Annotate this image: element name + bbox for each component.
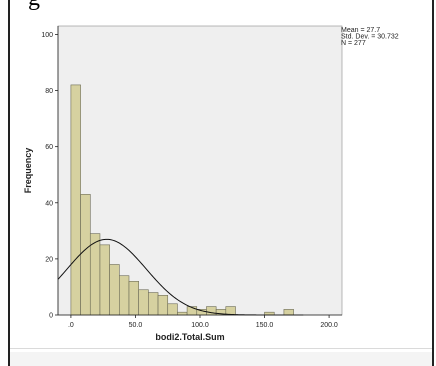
- x-tick-label: 100.0: [191, 322, 209, 329]
- histogram-bar: [128, 281, 139, 316]
- histogram-bar: [119, 275, 130, 316]
- histogram-bar: [283, 309, 294, 316]
- histogram-bar: [157, 295, 169, 316]
- chart-frame: .0 50.0 100.0 150.0 200.0 0 20 40 60 80 100 bodi2.T…: [10, 16, 432, 349]
- histogram-bar: [167, 303, 178, 316]
- histogram-bar: [138, 289, 149, 316]
- histogram-bar: [70, 84, 81, 316]
- y-tick-label: 60: [45, 144, 53, 151]
- y-tick-label: 100: [41, 32, 53, 39]
- histogram-bar: [148, 292, 159, 316]
- x-tick-label: 50.0: [129, 322, 143, 329]
- x-tick-label: 200.0: [320, 322, 338, 329]
- x-tick-label: 150.0: [256, 322, 274, 329]
- x-axis-title: bodi2.Total.Sum: [155, 332, 224, 342]
- histogram-bar: [177, 311, 188, 316]
- histogram-bar: [80, 194, 91, 316]
- left-border-line: [8, 0, 10, 366]
- y-axis-title: Frequency: [23, 148, 33, 194]
- page-top-text-fragment: g: [28, 0, 40, 12]
- x-tick-label: .0: [68, 322, 74, 329]
- y-tick-label: 0: [49, 313, 53, 320]
- histogram-chart: .0 50.0 100.0 150.0 200.0 0 20 40 60 80 100 bodi2.T…: [23, 25, 399, 342]
- bottom-strip: [10, 352, 432, 366]
- histogram-bar: [109, 264, 120, 316]
- histogram-bar: [89, 233, 101, 316]
- histogram-bar: [225, 306, 236, 316]
- y-tick-label: 40: [45, 200, 53, 207]
- stats-line: Mean = 27.7: [341, 27, 380, 34]
- y-tick-label: 80: [45, 88, 53, 95]
- right-border-line: [432, 0, 434, 366]
- histogram-bar: [99, 244, 110, 316]
- stats-line: Std. Dev. = 30.732: [341, 34, 399, 41]
- histogram-bar: [206, 306, 217, 316]
- y-tick-label: 20: [45, 256, 53, 263]
- stats-line: N = 277: [341, 40, 366, 47]
